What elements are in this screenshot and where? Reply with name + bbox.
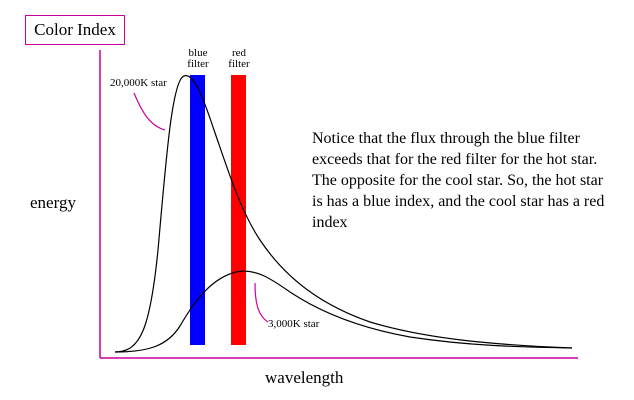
- diagram-title: Color Index: [25, 15, 125, 45]
- blue-filter-label-line2: filter: [187, 58, 209, 70]
- x-axis-label: wavelength: [265, 368, 344, 387]
- red-filter-label: red filter: [219, 48, 259, 70]
- cool-star-callout: [254, 282, 269, 323]
- red-filter-label-line2: filter: [228, 58, 250, 70]
- red-filter-label-line1: red: [231, 47, 247, 59]
- cool-star-label: 3,000K star: [268, 318, 320, 330]
- blue-filter-bar: [190, 75, 205, 345]
- y-axis-label: energy: [30, 193, 76, 212]
- hot-star-label: 20,000K star: [110, 77, 167, 89]
- explanation-note: Notice that the flux through the blue fi…: [312, 130, 605, 231]
- cool-star-curve: [114, 270, 573, 353]
- hot-star-callout: [133, 92, 166, 131]
- hot-star-curve: [114, 75, 573, 353]
- red-filter-bar: [231, 75, 246, 345]
- blue-filter-label: blue filter: [178, 48, 218, 70]
- blue-filter-label-line1: blue: [188, 47, 208, 59]
